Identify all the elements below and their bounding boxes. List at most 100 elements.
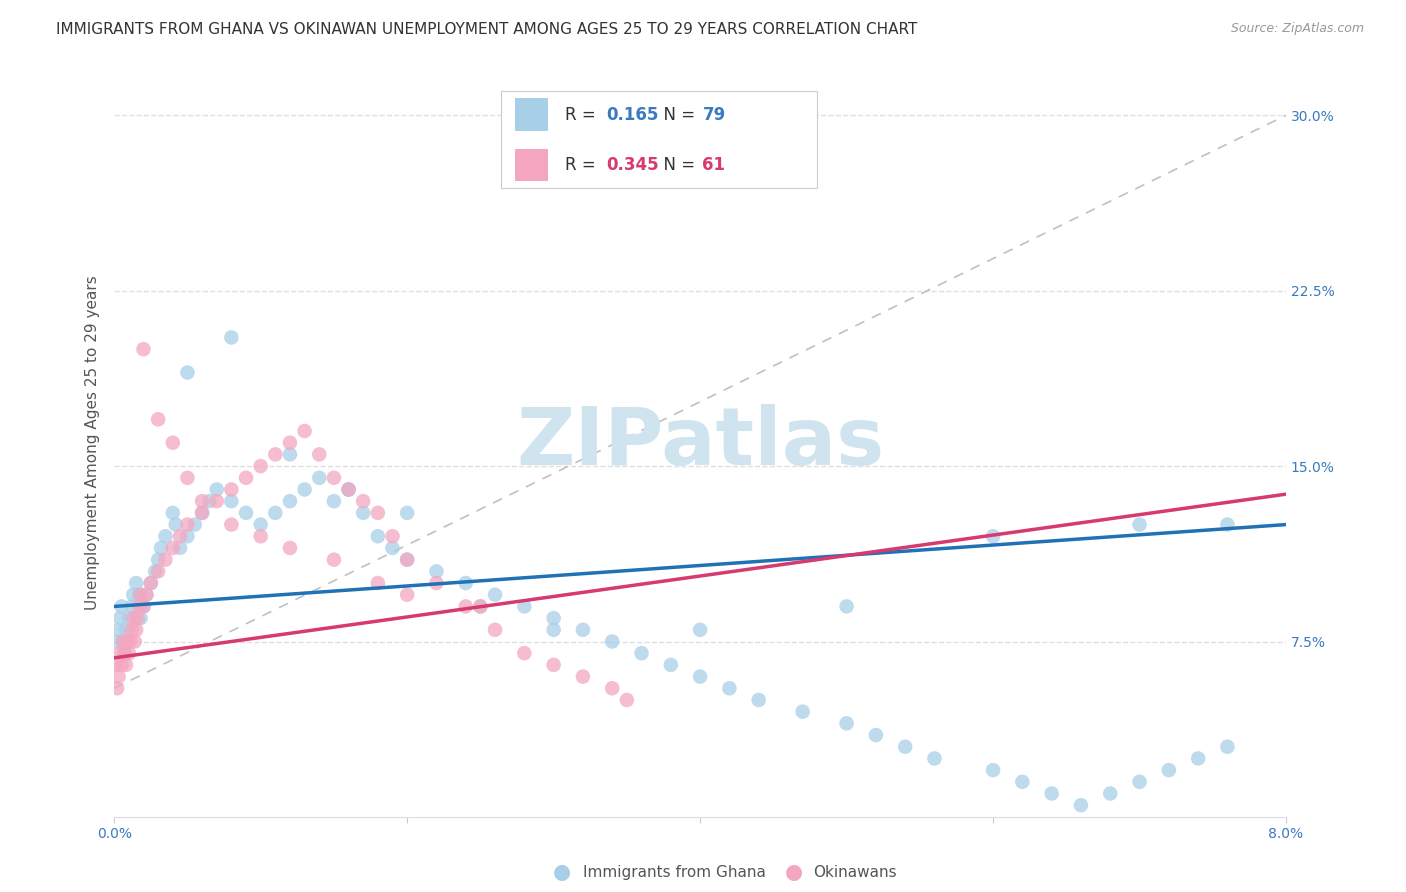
Text: 0.345: 0.345 [606, 156, 659, 174]
Point [124, 634, 146, 648]
Text: N =: N = [654, 156, 700, 174]
Point [125, 623, 148, 637]
Point [1070, 798, 1092, 813]
Point [129, 588, 152, 602]
Point [1187, 751, 1209, 765]
Point [111, 634, 134, 648]
Point [470, 599, 492, 614]
Point [235, 506, 257, 520]
Point [337, 483, 360, 497]
Point [1128, 774, 1150, 789]
Point [981, 529, 1004, 543]
Point [308, 447, 330, 461]
Point [367, 576, 389, 591]
Point [104, 657, 127, 672]
Point [108, 646, 131, 660]
Point [1040, 787, 1063, 801]
Y-axis label: Unemployment Among Ages 25 to 29 years: Unemployment Among Ages 25 to 29 years [86, 276, 100, 610]
Point [120, 634, 142, 648]
Point [118, 611, 141, 625]
Text: N =: N = [654, 105, 700, 124]
Text: ●: ● [786, 863, 803, 882]
Text: Okinawans: Okinawans [813, 865, 896, 880]
Point [600, 634, 623, 648]
Point [132, 342, 155, 356]
Point [114, 646, 136, 660]
Point [352, 494, 374, 508]
Point [572, 623, 595, 637]
Point [155, 529, 177, 543]
Point [396, 588, 419, 602]
Point [381, 529, 404, 543]
Point [1216, 517, 1239, 532]
Point [513, 646, 536, 660]
Point [105, 681, 128, 696]
Point [155, 552, 177, 566]
Text: IMMIGRANTS FROM GHANA VS OKINAWAN UNEMPLOYMENT AMONG AGES 25 TO 29 YEARS CORRELA: IMMIGRANTS FROM GHANA VS OKINAWAN UNEMPL… [56, 22, 918, 37]
Point [294, 483, 316, 497]
Text: 61: 61 [703, 156, 725, 174]
Point [865, 728, 887, 742]
Point [689, 669, 711, 683]
Point [221, 494, 243, 508]
Point [235, 471, 257, 485]
Point [111, 634, 134, 648]
Point [221, 517, 243, 532]
Point [169, 529, 191, 543]
Point [150, 541, 173, 555]
Point [205, 494, 228, 508]
Point [121, 623, 143, 637]
Point [1011, 774, 1033, 789]
Point [572, 669, 595, 683]
Point [381, 541, 404, 555]
Point [139, 576, 162, 591]
Point [1128, 517, 1150, 532]
Point [748, 693, 770, 707]
Point [278, 435, 301, 450]
Text: Source: ZipAtlas.com: Source: ZipAtlas.com [1230, 22, 1364, 36]
Text: 79: 79 [703, 105, 725, 124]
Point [165, 517, 187, 532]
Point [121, 599, 143, 614]
Point [367, 529, 389, 543]
Point [162, 541, 184, 555]
Point [396, 552, 419, 566]
Point [107, 669, 129, 683]
Text: Immigrants from Ghana: Immigrants from Ghana [583, 865, 766, 880]
Point [689, 623, 711, 637]
Point [135, 588, 157, 602]
Point [367, 506, 389, 520]
Point [278, 541, 301, 555]
Point [128, 588, 150, 602]
Text: R =: R = [565, 105, 602, 124]
Point [115, 623, 138, 637]
Point [600, 681, 623, 696]
FancyBboxPatch shape [501, 91, 817, 188]
Point [337, 483, 360, 497]
Point [191, 506, 214, 520]
FancyBboxPatch shape [515, 98, 548, 130]
Point [114, 646, 136, 660]
Point [221, 330, 243, 344]
Point [352, 506, 374, 520]
Point [484, 623, 506, 637]
Point [543, 611, 565, 625]
Point [249, 529, 271, 543]
Point [249, 517, 271, 532]
Point [294, 424, 316, 438]
Point [110, 599, 132, 614]
Point [139, 576, 162, 591]
Text: ●: ● [554, 863, 571, 882]
Point [396, 552, 419, 566]
Point [146, 412, 169, 426]
Point [981, 763, 1004, 777]
Point [264, 506, 287, 520]
Point [484, 588, 506, 602]
Point [543, 623, 565, 637]
Point [184, 517, 207, 532]
Point [425, 565, 447, 579]
Point [132, 599, 155, 614]
Point [1157, 763, 1180, 777]
Point [107, 623, 129, 637]
Point [176, 517, 198, 532]
